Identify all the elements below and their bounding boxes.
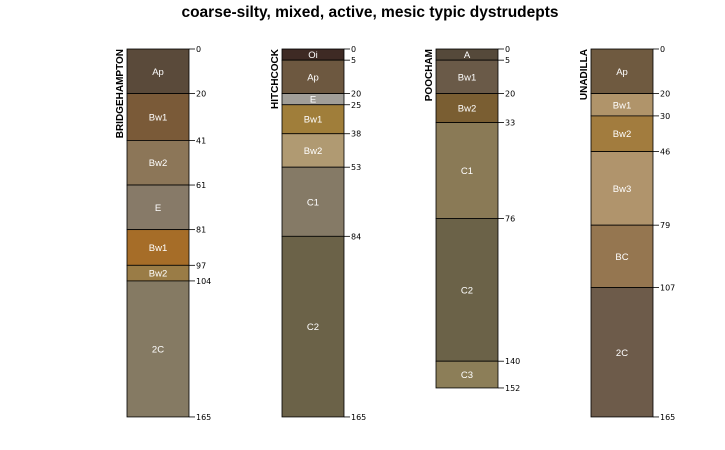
profile-name: UNADILLA — [579, 49, 590, 100]
horizon-label: Bw1 — [149, 113, 167, 124]
depth-label: 152 — [505, 384, 520, 393]
depth-label: 20 — [660, 90, 670, 99]
horizon-label: C1 — [461, 166, 473, 177]
horizon-label: Ap — [307, 72, 319, 83]
horizon-2c — [590, 287, 654, 418]
depth-label: 33 — [505, 119, 515, 128]
horizon-label: Ap — [616, 67, 628, 78]
profile-hitchcock: HITCHCOCK Oi Ap E Bw1 Bw2 C1 C2 0 5 20 25 38 53 84 165 — [270, 45, 366, 422]
profile-name: HITCHCOCK — [270, 48, 281, 109]
horizon-bw1 — [126, 93, 190, 141]
horizon-bc — [590, 224, 654, 289]
chart-title: coarse-silty, mixed, active, mesic typic… — [181, 4, 558, 21]
horizon-bw1 — [435, 59, 499, 95]
depth-label: 25 — [351, 101, 361, 110]
horizon-label: Bw1 — [458, 72, 476, 83]
horizon-label: Bw1 — [304, 115, 322, 126]
depth-label: 61 — [196, 181, 206, 190]
horizon-bw3 — [590, 151, 654, 226]
horizon-label: Bw3 — [613, 184, 631, 195]
horizon-label: Bw1 — [149, 243, 167, 254]
horizon-ap — [126, 48, 190, 94]
horizon-label: Bw2 — [149, 158, 167, 169]
horizon-label: Oi — [308, 50, 318, 61]
profile-name: BRIDGEHAMPTON — [115, 49, 126, 138]
horizon-label: Bw2 — [458, 104, 476, 115]
horizon-e — [126, 184, 190, 231]
depth-label: 0 — [660, 45, 665, 54]
depth-label: 107 — [660, 284, 675, 293]
depth-label: 97 — [196, 261, 206, 270]
horizon-label: Bw2 — [613, 129, 631, 140]
profiles-group: BRIDGEHAMPTON Ap Bw1 Bw2 E Bw1 Bw2 2C 0 20 41 61 81 9… — [115, 45, 675, 422]
horizon-c3 — [435, 360, 499, 389]
depth-label: 140 — [505, 357, 520, 366]
depth-label: 104 — [196, 277, 211, 286]
horizon-c1 — [435, 122, 499, 219]
horizon-label: 2C — [616, 348, 628, 359]
horizon-label: A — [464, 50, 471, 61]
horizon-ap — [281, 59, 345, 95]
depth-label: 30 — [660, 112, 670, 121]
horizon-bw2 — [435, 93, 499, 123]
depth-label: 0 — [505, 45, 510, 54]
horizon-bw2 — [281, 133, 345, 168]
depth-label: 76 — [505, 214, 515, 223]
depth-label: 20 — [505, 90, 515, 99]
depth-label: 84 — [351, 232, 361, 241]
horizon-label: 2C — [152, 344, 164, 355]
depth-label: 165 — [660, 413, 675, 422]
depth-label: 46 — [660, 148, 670, 157]
horizon-bw1 — [281, 104, 345, 135]
horizon-c2 — [281, 235, 345, 418]
depth-label: 5 — [505, 56, 510, 65]
depth-label: 5 — [351, 56, 356, 65]
depth-label: 79 — [660, 221, 670, 230]
horizon-label: Bw2 — [149, 269, 167, 280]
horizon-label: Bw1 — [613, 100, 631, 111]
depth-label: 165 — [196, 413, 211, 422]
horizon-label: Ap — [152, 67, 164, 78]
depth-label: 165 — [351, 413, 366, 422]
horizon-label: C2 — [307, 322, 319, 333]
horizon-2c — [126, 280, 190, 418]
depth-label: 0 — [196, 45, 201, 54]
horizon-label: E — [155, 203, 161, 214]
horizon-c2 — [435, 218, 499, 362]
horizon-label: E — [310, 95, 316, 106]
horizon-c1 — [281, 166, 345, 237]
depth-label: 0 — [351, 45, 356, 54]
depth-label: 38 — [351, 130, 361, 139]
profile-unadilla: UNADILLA Ap Bw1 Bw2 Bw3 BC 2C 0 20 30 46 79 107 165 — [579, 45, 675, 422]
depth-label: 53 — [351, 163, 361, 172]
depth-label: 81 — [196, 226, 206, 235]
horizon-bw2 — [126, 140, 190, 186]
horizon-label: C2 — [461, 285, 473, 296]
depth-label: 20 — [196, 90, 206, 99]
profile-poocham: POOCHAM A Bw1 Bw2 C1 C2 C3 0 5 20 33 76 140 152 — [424, 45, 520, 393]
horizon-label: C3 — [461, 370, 473, 381]
horizon-label: C1 — [307, 197, 319, 208]
profile-bridgehampton: BRIDGEHAMPTON Ap Bw1 Bw2 E Bw1 Bw2 2C 0 20 41 61 81 9… — [115, 45, 211, 422]
depth-label: 41 — [196, 136, 206, 145]
depth-label: 20 — [351, 90, 361, 99]
horizon-label: BC — [615, 252, 628, 263]
profile-name: POOCHAM — [424, 49, 435, 101]
horizon-label: Bw2 — [304, 146, 322, 157]
